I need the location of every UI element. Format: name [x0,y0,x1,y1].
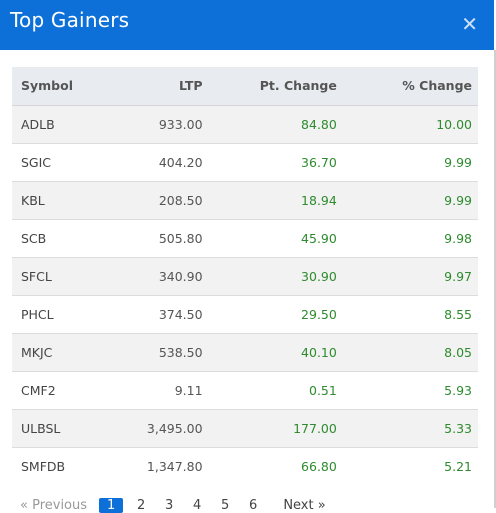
table-header-row: Symbol LTP Pt. Change % Change [12,67,478,106]
pct-change-cell: 9.99 [342,142,478,181]
ltp-cell: 1,347.80 [79,446,209,485]
pct-change-cell: 8.55 [342,294,478,333]
header-ltp[interactable]: LTP [79,67,209,106]
symbol-cell: SFCL [12,256,79,295]
table-row[interactable]: SMFDB 1,347.80 66.80 5.21 [12,446,478,485]
symbol-cell: CMF2 [12,370,79,409]
header-symbol[interactable]: Symbol [12,67,79,106]
ltp-cell: 9.11 [79,370,209,409]
ltp-cell: 340.90 [79,256,209,295]
pt-change-cell: 66.80 [208,446,343,485]
header-pt-change[interactable]: Pt. Change [208,67,343,106]
symbol-cell: SMFDB [12,446,79,485]
symbol-cell: PHCL [12,294,79,333]
pt-change-cell: 84.80 [208,104,343,143]
pt-change-cell: 18.94 [208,180,343,219]
modal-body: Symbol LTP Pt. Change % Change ADLB 933.0… [0,50,494,508]
table-row[interactable]: SGIC 404.20 36.70 9.99 [12,142,478,181]
pct-change-cell: 9.97 [342,256,478,295]
page-link-4[interactable]: 4 [193,498,202,513]
modal-title: Top Gainers [10,8,130,32]
ltp-cell: 505.80 [79,218,209,257]
page-link-2[interactable]: 2 [137,498,146,513]
symbol-cell: SCB [12,218,79,257]
table-row[interactable]: CMF2 9.11 0.51 5.93 [12,370,478,409]
pt-change-cell: 177.00 [208,408,343,447]
header-pct-change[interactable]: % Change [342,67,478,106]
ltp-cell: 404.20 [79,142,209,181]
gainers-table: Symbol LTP Pt. Change % Change ADLB 933.0… [12,67,478,485]
table-row[interactable]: ADLB 933.00 84.80 10.00 [12,104,478,143]
page-link-6[interactable]: 6 [249,498,258,513]
ltp-cell: 933.00 [79,104,209,143]
scrollbar-track[interactable] [494,50,496,508]
symbol-cell: SGIC [12,142,79,181]
ltp-cell: 374.50 [79,294,209,333]
pct-change-cell: 5.33 [342,408,478,447]
page-link-5[interactable]: 5 [221,498,230,513]
ltp-cell: 208.50 [79,180,209,219]
table-row[interactable]: ULBSL 3,495.00 177.00 5.33 [12,408,478,447]
ltp-cell: 3,495.00 [79,408,209,447]
table-row[interactable]: MKJC 538.50 40.10 8.05 [12,332,478,371]
pt-change-cell: 30.90 [208,256,343,295]
pct-change-cell: 9.99 [342,180,478,219]
pct-change-cell: 5.21 [342,446,478,485]
pt-change-cell: 0.51 [208,370,343,409]
pct-change-cell: 8.05 [342,332,478,371]
symbol-cell: KBL [12,180,79,219]
next-link[interactable]: Next » [283,498,326,513]
table-row[interactable]: SFCL 340.90 30.90 9.97 [12,256,478,295]
modal-header: Top Gainers ✕ [0,0,494,50]
close-icon[interactable]: ✕ [461,12,478,36]
pt-change-cell: 45.90 [208,218,343,257]
previous-link[interactable]: « Previous [20,498,88,513]
pct-change-cell: 5.93 [342,370,478,409]
pt-change-cell: 40.10 [208,332,343,371]
table-row[interactable]: PHCL 374.50 29.50 8.55 [12,294,478,333]
symbol-cell: ADLB [12,104,79,143]
page-link-1[interactable]: 1 [99,498,124,513]
symbol-cell: MKJC [12,332,79,371]
table-row[interactable]: SCB 505.80 45.90 9.98 [12,218,478,257]
table-row[interactable]: KBL 208.50 18.94 9.99 [12,180,478,219]
pt-change-cell: 29.50 [208,294,343,333]
page-link-3[interactable]: 3 [165,498,174,513]
ltp-cell: 538.50 [79,332,209,371]
pct-change-cell: 9.98 [342,218,478,257]
pct-change-cell: 10.00 [342,104,478,143]
pt-change-cell: 36.70 [208,142,343,181]
symbol-cell: ULBSL [12,408,79,447]
